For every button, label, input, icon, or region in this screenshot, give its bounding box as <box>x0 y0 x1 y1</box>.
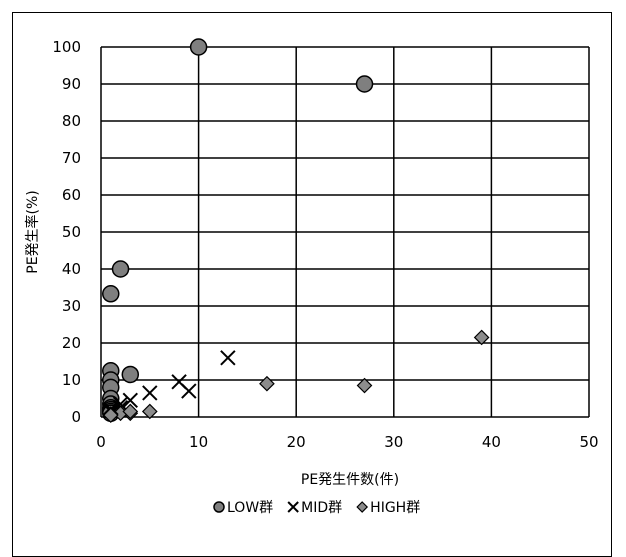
legend: LOW群 MID群 HIGH群 <box>213 500 420 516</box>
mid-point <box>287 501 299 513</box>
high-point <box>259 375 275 392</box>
y-axis-label: PE発生率(%) <box>24 190 41 274</box>
mid-point <box>122 392 138 409</box>
mid-point <box>142 385 158 401</box>
y-tick-label: 90 <box>62 75 81 93</box>
high-point <box>473 329 490 346</box>
x-tick-label: 50 <box>579 433 598 451</box>
legend-label: LOW群 <box>227 500 273 516</box>
x-tick-label: 40 <box>482 433 501 451</box>
y-tick-label: 70 <box>62 149 81 167</box>
low-point <box>355 75 374 93</box>
y-tick-label: 60 <box>62 186 81 204</box>
legend-label: HIGH群 <box>370 500 420 516</box>
y-tick-label: 100 <box>52 38 81 56</box>
y-tick-label: 80 <box>62 112 81 130</box>
y-tick-label: 10 <box>62 371 81 389</box>
low-point <box>189 38 208 56</box>
low-point <box>213 501 225 513</box>
high-point <box>141 403 158 420</box>
high-point <box>122 403 139 420</box>
x-tick-labels: 0 10 20 30 40 50 <box>96 433 598 451</box>
y-tick-label: 40 <box>62 260 81 278</box>
gridlines <box>100 46 590 418</box>
x-tick-label: 10 <box>189 433 208 451</box>
legend-item: MID群 <box>287 500 342 516</box>
x-axis-label: PE発生件数(件) <box>301 472 399 488</box>
legend-item: HIGH群 <box>356 500 420 516</box>
high-point <box>356 377 373 394</box>
legend-item: LOW群 <box>213 500 273 516</box>
data-points <box>102 38 490 423</box>
y-tick-label: 0 <box>71 408 81 426</box>
y-tick-label: 30 <box>62 297 81 315</box>
y-tick-label: 20 <box>62 334 81 352</box>
high-point <box>102 407 119 423</box>
low-point <box>111 260 130 278</box>
x-tick-label: 30 <box>384 433 403 451</box>
mid-point <box>181 383 197 399</box>
x-tick-label: 20 <box>287 433 306 451</box>
mid-point <box>220 350 236 366</box>
high-point <box>356 501 369 513</box>
y-tick-label: 50 <box>62 223 81 241</box>
y-tick-labels: 0 10 20 30 40 50 60 70 80 90 100 <box>52 38 81 426</box>
low-point <box>121 365 140 384</box>
legend-label: MID群 <box>301 500 342 516</box>
low-point <box>102 285 120 303</box>
scatter-chart: 0 10 20 30 40 50 60 70 80 90 100 0 10 20 30 40 50 PE発生率… <box>24 38 599 516</box>
x-tick-label: 0 <box>96 433 106 451</box>
